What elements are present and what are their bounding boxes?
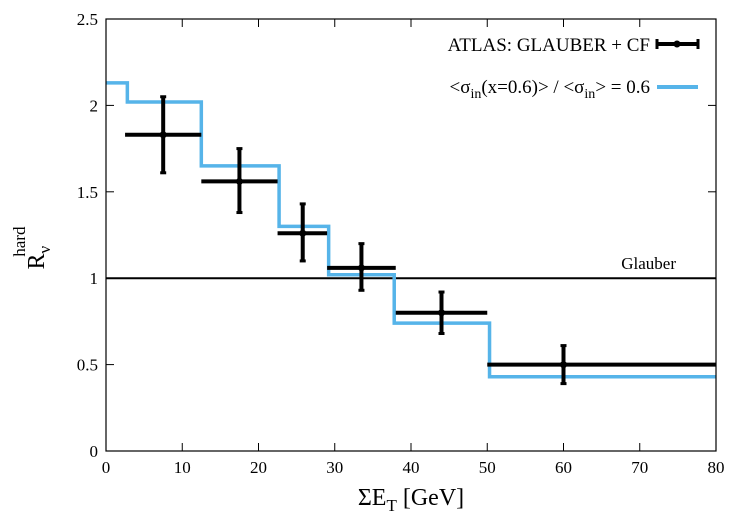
x-axis-title-subscript: T bbox=[386, 496, 397, 515]
data-point-1 bbox=[125, 95, 202, 175]
x-axis-title-main: ΣE bbox=[358, 485, 387, 511]
point-marker bbox=[299, 229, 307, 237]
y-tick-label: 1 bbox=[90, 269, 99, 288]
reference-line-label: Glauber bbox=[621, 254, 676, 273]
y-axis-title-subscript: ν bbox=[35, 245, 54, 253]
x-tick-label: 20 bbox=[250, 458, 267, 477]
data-point-4 bbox=[327, 242, 396, 292]
data-point-5 bbox=[395, 290, 488, 335]
x-axis-title-unit: [GeV] bbox=[397, 485, 464, 511]
legend-label-model-part-3: (x=0.6)> / <σ bbox=[481, 77, 584, 98]
x-tick-label: 70 bbox=[631, 458, 648, 477]
x-axis-title: ΣET [GeV] bbox=[358, 485, 464, 515]
legend: ATLAS: GLAUBER + CF <σin(x=0.6)> / <σin>… bbox=[448, 35, 700, 102]
y-axis-title-main: R bbox=[24, 253, 50, 269]
legend-swatch-atlas-marker bbox=[673, 40, 681, 48]
axis-ticks: 0 10 20 30 40 50 60 70 80 0 0.5 1 1.5 2 2.5 bbox=[77, 10, 725, 477]
x-tick-label: 80 bbox=[708, 458, 725, 477]
y-tick-label: 1.5 bbox=[77, 183, 98, 202]
x-tick-label: 40 bbox=[403, 458, 420, 477]
y-axis-title-superscript: hard bbox=[10, 226, 29, 257]
data-point-2 bbox=[201, 147, 278, 215]
data-point-3 bbox=[277, 202, 328, 263]
point-marker bbox=[235, 177, 243, 185]
data-point-6 bbox=[487, 344, 716, 386]
legend-label-model-part-4: in bbox=[584, 87, 595, 102]
x-tick-label: 10 bbox=[174, 458, 191, 477]
point-marker bbox=[357, 264, 365, 272]
legend-label-model-part-2: in bbox=[470, 87, 481, 102]
step-series-layer bbox=[106, 81, 716, 379]
points-series-layer bbox=[125, 95, 716, 386]
legend-label-model-part-1: <σ bbox=[449, 77, 470, 98]
point-marker bbox=[159, 131, 167, 139]
y-tick-label: 0 bbox=[90, 442, 99, 461]
legend-label-atlas: ATLAS: GLAUBER + CF bbox=[448, 35, 650, 56]
y-axis-title: Rνhard bbox=[10, 226, 54, 269]
y-tick-label: 2.5 bbox=[77, 10, 98, 29]
step-series-line bbox=[106, 81, 716, 379]
x-tick-label: 60 bbox=[555, 458, 572, 477]
y-tick-label: 0.5 bbox=[77, 356, 98, 375]
legend-label-model: <σin(x=0.6)> / <σin> = 0.6 bbox=[449, 77, 650, 102]
x-tick-label: 0 bbox=[102, 458, 111, 477]
x-tick-label: 30 bbox=[326, 458, 343, 477]
y-tick-label: 2 bbox=[90, 96, 99, 115]
point-marker bbox=[438, 309, 445, 317]
legend-label-model-part-5: > = 0.6 bbox=[595, 77, 650, 98]
point-marker bbox=[560, 361, 567, 369]
x-tick-label: 50 bbox=[479, 458, 496, 477]
